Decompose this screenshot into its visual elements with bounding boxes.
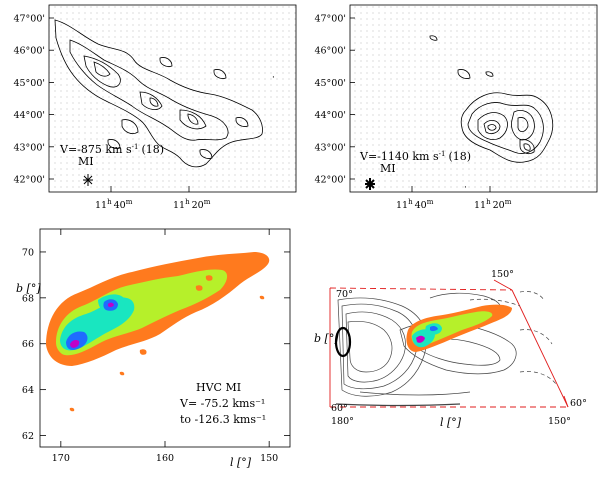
y-tick-label: 44°00' (13, 110, 45, 121)
panel-bottom-right: 70° 150° 60° 180° 150° 60° l [°] b [°] (314, 269, 587, 429)
y-tick-label: 64 (22, 385, 34, 396)
velocity-label: V=-875 km s-1 (18) (59, 143, 164, 156)
y-tick-label: 44°00' (314, 110, 346, 121)
y-tick-label: 45°00' (314, 78, 346, 89)
corner-label-bottom-left-x: 180° (331, 416, 354, 427)
x-tick-label: 160 (156, 453, 174, 464)
y-tick-label: 62 (22, 431, 34, 442)
projection-frame (329, 279, 569, 408)
y-tick-label: 46°00' (314, 46, 346, 57)
y-tick-label: 47°00' (314, 14, 346, 25)
y-tick-label: 68 (22, 293, 34, 304)
beam-icon (83, 174, 93, 186)
contour-speck (139, 349, 147, 355)
y-tick-label: 47°00' (13, 14, 45, 25)
filled-contours (46, 252, 270, 412)
velocity-min: V= -75.2 kms⁻¹ (179, 397, 265, 410)
y-axis-label: b [°] (16, 282, 41, 295)
panel-top-right: 47°00' 46°00' 45°00' 44°00' 43°00' 42°00' 11h… (314, 4, 598, 211)
contour-map (54, 19, 263, 168)
y-tick-label: 43°00' (13, 142, 45, 153)
contour-level-peak (70, 340, 80, 348)
corner-label-bottom-right: 150° (548, 416, 571, 427)
x-tick-label: 11h 20m (474, 198, 512, 211)
panel-frame (349, 4, 598, 193)
contour-speck (259, 295, 265, 300)
x-tick-label: 11h 40m (95, 198, 133, 211)
y-tick-label: 70 (22, 247, 34, 258)
overlay-filled-contours (406, 304, 512, 352)
contour-speck (119, 371, 125, 376)
gray-contours (335, 291, 557, 407)
cloud-label: MI (380, 162, 396, 175)
overlay-level-core (416, 335, 425, 343)
cloud-label: HVC MI (196, 381, 241, 394)
panel-bottom-left: 170 160 150 62 64 66 68 70 HVC MI V= -75.2 kms⁻… (16, 228, 291, 469)
y-tick-label: 66 (22, 339, 34, 350)
y-tick-label: 46°00' (13, 46, 45, 57)
y-tick-label: 42°00' (13, 175, 45, 186)
map-dot: · (272, 73, 275, 83)
overlay-level-core-2 (430, 325, 438, 332)
y-tick-label: 42°00' (314, 175, 346, 186)
x-tick-label: 11h 40m (396, 198, 434, 211)
x-tick-label: 150 (260, 453, 278, 464)
velocity-label: V=-1140 km s-1 (18) (359, 150, 471, 163)
x-tick-label: 170 (52, 453, 70, 464)
y-axis-label: b [°] (314, 332, 339, 345)
map-dot: · (464, 183, 467, 193)
panel-top-left: 47°00' 46°00' 45°00' 44°00' 43°00' 42°00' 11h… (13, 4, 297, 211)
y-tick-label: 45°00' (13, 78, 45, 89)
contour-level-peak-2 (108, 302, 114, 308)
x-axis-label: l [°] (440, 416, 462, 429)
corner-label-right: 60° (570, 398, 587, 409)
beam-icon (365, 178, 375, 190)
contour-speck (195, 285, 203, 291)
y-tick-label: 43°00' (314, 142, 346, 153)
contour-map (429, 35, 554, 163)
velocity-max: to -126.3 kms⁻¹ (180, 413, 266, 426)
contour-speck (69, 407, 75, 412)
panel-frame (48, 4, 297, 193)
corner-label-bottom-left: 60° (331, 403, 348, 414)
corner-label-top-right: 150° (491, 269, 514, 280)
contour-speck (205, 275, 213, 281)
x-tick-label: 11h 20m (173, 198, 211, 211)
corner-label-top-left: 70° (336, 289, 353, 300)
x-axis-label: l [°] (230, 456, 252, 469)
cloud-label: MI (78, 155, 94, 168)
ring-contour (334, 326, 352, 358)
